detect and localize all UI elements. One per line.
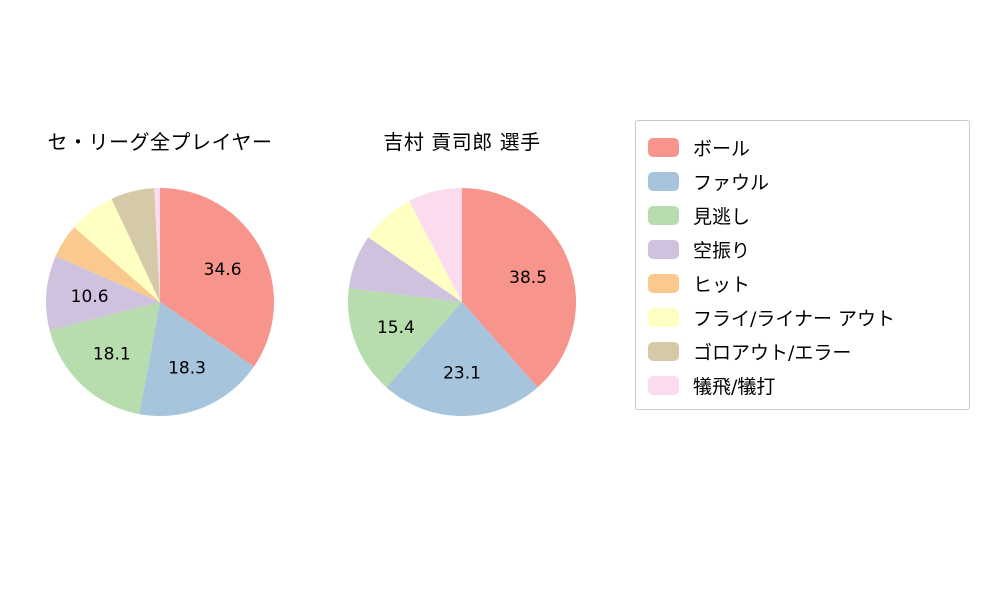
pie-slice-7	[409, 188, 462, 302]
pie-slice-1	[386, 302, 538, 417]
legend-item: 犠飛/犠打	[648, 368, 969, 402]
legend-swatch	[648, 273, 679, 293]
pie-slice-5	[368, 201, 462, 302]
pie-slice-4	[55, 227, 160, 302]
pie-slice-3	[348, 237, 462, 302]
pie-slice-2	[49, 302, 160, 415]
legend-label: ボール	[693, 137, 751, 160]
pie-slice-2	[347, 288, 462, 388]
legend-swatch	[648, 171, 679, 191]
pie-slice-0	[462, 188, 577, 388]
legend-label: 空振り	[693, 239, 751, 262]
pie-slice-label: 38.5	[509, 268, 547, 288]
legend-label: ファウル	[693, 171, 770, 194]
chart-title-left: セ・リーグ全プレイヤー	[47, 130, 273, 154]
pie-slice-label: 15.4	[377, 318, 415, 338]
legend-item: ゴロアウト/エラー	[648, 334, 969, 368]
legend-swatch	[648, 205, 679, 225]
legend: ボール ファウル 見逃し 空振り ヒット フライ/ライナー アウト ゴロアウト/…	[635, 120, 970, 410]
legend-swatch	[648, 239, 679, 259]
pie-slice-5	[74, 198, 160, 302]
pie-slice-label: 18.3	[168, 358, 206, 378]
legend-swatch	[648, 137, 679, 157]
legend-label: ゴロアウト/エラー	[693, 341, 852, 364]
legend-swatch	[648, 341, 679, 361]
legend-item: 見逃し	[648, 198, 969, 232]
chart-title-right: 吉村 貢司郎 選手	[383, 130, 541, 154]
legend-swatch	[648, 375, 679, 395]
pie-slice-label: 34.6	[204, 260, 242, 280]
pie-slice-3	[45, 256, 160, 331]
legend-label: ヒット	[693, 273, 751, 296]
legend-item: ヒット	[648, 266, 969, 300]
pie-slice-6	[111, 188, 160, 302]
pie-slice-label: 10.6	[71, 287, 109, 307]
pie-slice-1	[139, 302, 254, 416]
legend-swatch	[648, 307, 679, 327]
pie-chart-left: 34.6 18.3 18.1 10.6	[45, 187, 274, 416]
legend-item: ボール	[648, 130, 969, 164]
pie-slice-0	[160, 188, 274, 367]
legend-item: 空振り	[648, 232, 969, 266]
legend-item: フライ/ライナー アウト	[648, 300, 969, 334]
pie-chart-right: 38.5 23.1 15.4	[347, 188, 577, 417]
legend-item: ファウル	[648, 164, 969, 198]
legend-label: 見逃し	[693, 205, 751, 228]
legend-label: 犠飛/犠打	[693, 375, 776, 398]
pie-slice-label: 18.1	[93, 345, 131, 365]
legend-label: フライ/ライナー アウト	[693, 307, 896, 330]
pie-slice-7	[154, 187, 160, 302]
pie-slice-label: 23.1	[443, 364, 481, 384]
